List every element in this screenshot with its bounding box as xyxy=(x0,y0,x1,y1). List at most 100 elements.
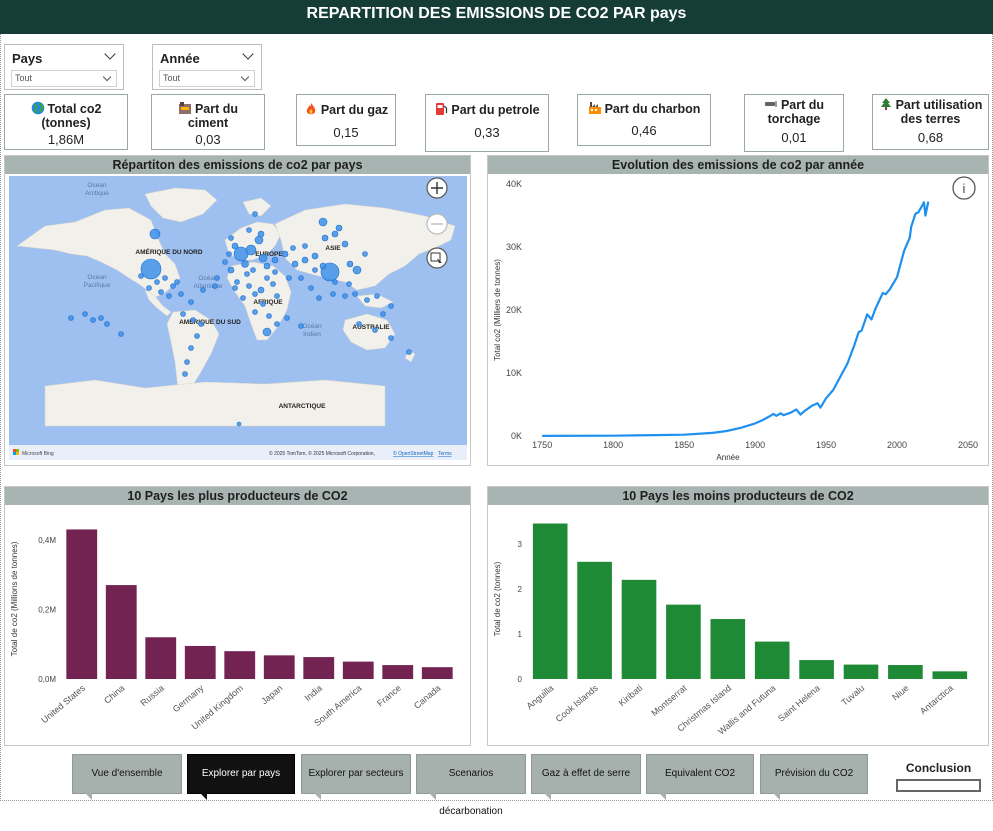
pays-dropdown[interactable]: Tout xyxy=(11,70,117,87)
emission-bubble[interactable] xyxy=(240,295,246,301)
emission-bubble[interactable] xyxy=(98,315,104,321)
emission-bubble[interactable] xyxy=(274,321,280,327)
emission-bubble[interactable] xyxy=(104,321,110,327)
bar[interactable] xyxy=(710,619,746,679)
emission-bubble[interactable] xyxy=(257,230,265,238)
nav-equivalent-co2[interactable]: Equivalent CO2 xyxy=(646,754,754,800)
emission-bubble[interactable] xyxy=(270,281,276,287)
emission-bubble[interactable] xyxy=(290,245,296,251)
conclusion-label[interactable]: Conclusion xyxy=(905,761,972,775)
conclusion-button[interactable] xyxy=(896,779,981,792)
bar[interactable] xyxy=(303,657,335,679)
emission-bubble[interactable] xyxy=(260,301,266,307)
emission-bubble[interactable] xyxy=(286,275,292,281)
emission-bubble[interactable] xyxy=(341,240,349,248)
emission-bubble[interactable] xyxy=(118,331,124,337)
emission-bubble[interactable] xyxy=(226,251,232,257)
emission-bubble[interactable] xyxy=(232,285,238,291)
emission-bubble[interactable] xyxy=(316,295,322,301)
emission-bubble[interactable] xyxy=(188,345,194,351)
emission-bubble[interactable] xyxy=(352,291,358,297)
info-button[interactable]: i xyxy=(952,176,976,200)
emission-bubble[interactable] xyxy=(252,291,258,297)
emission-bubble[interactable] xyxy=(170,283,176,289)
emission-bubble[interactable] xyxy=(188,299,194,305)
emission-bubble[interactable] xyxy=(200,287,206,293)
bar[interactable] xyxy=(843,664,879,679)
nav-explorer-secteurs[interactable]: Explorer par secteurs xyxy=(301,754,411,800)
emission-bubble[interactable] xyxy=(231,242,239,250)
osm-link[interactable]: © OpenStreetMap xyxy=(393,450,434,457)
emission-bubble[interactable] xyxy=(250,267,256,273)
bar[interactable] xyxy=(754,641,790,679)
chevron-down-icon[interactable] xyxy=(104,48,116,60)
emission-bubble[interactable] xyxy=(180,311,186,317)
emission-bubble[interactable] xyxy=(90,317,96,323)
emission-bubble[interactable] xyxy=(374,293,380,299)
emission-bubble[interactable] xyxy=(301,256,309,264)
bar[interactable] xyxy=(342,661,374,679)
bar[interactable] xyxy=(382,665,414,679)
chevron-down-icon[interactable] xyxy=(242,48,254,60)
emission-bubble[interactable] xyxy=(162,275,168,281)
emission-bubble[interactable] xyxy=(214,275,220,281)
zoom-out-button[interactable] xyxy=(426,213,448,235)
emission-bubble[interactable] xyxy=(319,262,327,270)
select-region-button[interactable] xyxy=(426,247,448,269)
bar[interactable] xyxy=(932,671,968,679)
bar[interactable] xyxy=(421,667,453,679)
emission-bubble[interactable] xyxy=(271,256,279,264)
annee-dropdown[interactable]: Tout xyxy=(159,70,255,87)
zoom-in-button[interactable] xyxy=(426,177,448,199)
emission-bubble[interactable] xyxy=(362,251,368,257)
bar[interactable] xyxy=(888,665,923,679)
emission-bubble[interactable] xyxy=(318,217,328,227)
emission-bubble[interactable] xyxy=(257,286,265,294)
emission-bubble[interactable] xyxy=(291,260,299,268)
emission-bubble[interactable] xyxy=(140,258,162,280)
emission-bubble[interactable] xyxy=(252,309,258,315)
emission-bubble[interactable] xyxy=(298,275,304,281)
emission-bubble[interactable] xyxy=(227,266,235,274)
emission-bubble[interactable] xyxy=(335,224,343,232)
emission-bubble[interactable] xyxy=(68,315,74,321)
emission-bubble[interactable] xyxy=(212,283,218,289)
bar[interactable] xyxy=(621,579,657,679)
emission-bubble[interactable] xyxy=(228,235,234,241)
bar[interactable] xyxy=(666,604,701,679)
emission-bubble[interactable] xyxy=(266,313,272,319)
emission-bubble[interactable] xyxy=(356,321,362,327)
nav-explorer-pays[interactable]: Explorer par pays xyxy=(187,754,295,800)
emission-bubble[interactable] xyxy=(388,303,394,309)
emission-bubble[interactable] xyxy=(236,421,242,427)
bar[interactable] xyxy=(66,529,98,679)
annee-slicer[interactable]: Année Tout xyxy=(152,44,262,90)
emission-bubble[interactable] xyxy=(178,291,184,297)
nav-prevision-co2[interactable]: Prévision du CO2 xyxy=(760,754,868,800)
emission-bubble[interactable] xyxy=(241,260,249,268)
emission-bubble[interactable] xyxy=(321,234,329,242)
bar[interactable] xyxy=(577,561,612,679)
emission-bubble[interactable] xyxy=(342,293,348,299)
nav-gaz-effet-serre[interactable]: Gaz à effet de serre xyxy=(531,754,641,800)
emission-bubble[interactable] xyxy=(330,291,336,297)
emission-bubble[interactable] xyxy=(312,267,318,273)
line-chart[interactable]: i 0K 10K 20K 30K 40K 1750 1800 1850 1900 1950 2000… xyxy=(488,174,988,465)
emission-bubble[interactable] xyxy=(158,289,164,295)
emission-bubble[interactable] xyxy=(298,323,304,329)
emission-bubble[interactable] xyxy=(194,333,200,339)
emission-bubble[interactable] xyxy=(263,262,271,270)
emission-bubble[interactable] xyxy=(302,243,308,249)
emission-bubble[interactable] xyxy=(184,359,190,365)
emission-bubble[interactable] xyxy=(331,230,339,238)
emission-bubble[interactable] xyxy=(352,265,362,275)
top-countries-chart[interactable]: 0,0M 0,2M 0,4M Total de co2 (Millions de to… xyxy=(5,505,470,745)
emission-bubble[interactable] xyxy=(190,317,196,323)
emission-bubble[interactable] xyxy=(82,311,88,317)
emission-bubble[interactable] xyxy=(311,252,319,260)
emission-bubble[interactable] xyxy=(182,371,188,377)
emission-bubble[interactable] xyxy=(146,285,152,291)
emission-bubble[interactable] xyxy=(372,327,378,333)
bar[interactable] xyxy=(184,645,216,679)
